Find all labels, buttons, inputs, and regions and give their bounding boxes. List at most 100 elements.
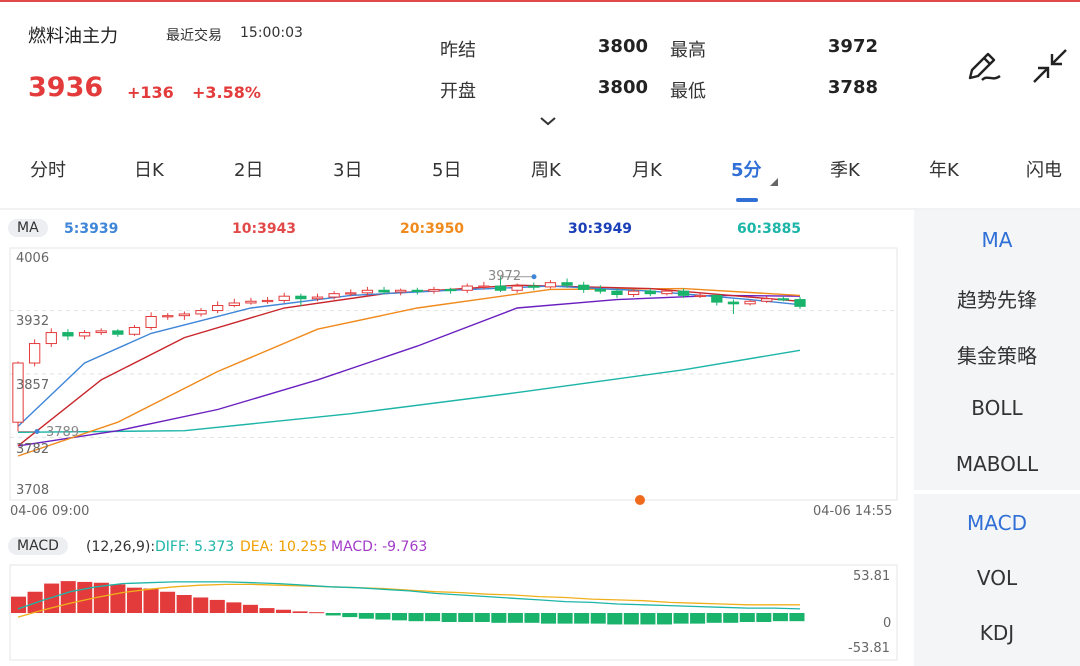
ma60-line: [17, 349, 801, 433]
ma5-line: [17, 285, 801, 427]
tab-week-k[interactable]: 周K: [531, 160, 561, 181]
candle: [661, 290, 673, 295]
macd-histogram-bar: [706, 613, 722, 623]
indicator-boll[interactable]: BOLL: [971, 396, 1023, 420]
macd-histogram-bar: [110, 584, 126, 613]
tab-month-k[interactable]: 月K: [632, 160, 662, 181]
divider: [0, 208, 1080, 210]
indicator-macd[interactable]: MACD: [967, 511, 1027, 535]
indicator-kdj[interactable]: KDJ: [979, 621, 1015, 645]
draw-pen-icon[interactable]: [964, 46, 1004, 90]
candle: [428, 288, 440, 292]
candle: [511, 285, 523, 291]
macd-histogram-bar: [425, 613, 441, 622]
y-tick-label: 4006: [16, 251, 50, 266]
macd-histogram-bar: [541, 613, 557, 624]
tab-flash[interactable]: 闪电: [1026, 160, 1062, 181]
macd-histogram-bar: [690, 613, 706, 624]
expand-chevron-icon[interactable]: [538, 112, 558, 131]
candle: [62, 332, 74, 337]
macd-histogram-bar: [11, 596, 27, 613]
tab-intraday[interactable]: 分时: [30, 160, 66, 181]
candle: [145, 315, 157, 328]
macd-histogram-bar: [292, 611, 308, 613]
price-change: +136: [127, 83, 174, 102]
macd-selector[interactable]: MACD: [8, 537, 68, 555]
high-value: 3972: [827, 36, 878, 57]
macd-histogram-bar: [590, 613, 606, 624]
candle: [711, 294, 723, 303]
macd-histogram-bar: [408, 613, 424, 622]
tab-5min[interactable]: 5分: [731, 160, 762, 181]
candle: [727, 301, 740, 305]
price-change-pct: +3.58%: [192, 83, 261, 102]
macd-histogram-bar: [656, 613, 672, 625]
macd-histogram-bar: [143, 588, 159, 613]
indicator-panel-divider: [914, 490, 1080, 494]
candle: [528, 285, 540, 288]
low-value: 3788: [827, 77, 878, 98]
candle: [578, 284, 590, 290]
candle: [644, 290, 656, 295]
collapse-icon[interactable]: [1030, 46, 1070, 90]
macd-histogram-bar: [209, 599, 225, 613]
macd-dea: DEA: 10.255: [240, 539, 328, 555]
candle: [45, 332, 57, 345]
macd-axis-bottom: -53.81: [848, 641, 890, 656]
candle: [128, 326, 141, 335]
indicator-ma[interactable]: MA: [981, 228, 1013, 252]
macd-histogram-bar: [607, 613, 623, 625]
indicator-fund-strategy[interactable]: 集金策略: [957, 344, 1037, 368]
candle: [162, 315, 174, 318]
active-tab-indicator: [736, 198, 758, 202]
candle: [78, 332, 91, 337]
period-dropdown-caret-icon[interactable]: [770, 178, 778, 186]
indicator-vol[interactable]: VOL: [976, 566, 1018, 590]
candle: [245, 300, 257, 304]
y-tick-label: 3782: [16, 442, 50, 457]
indicator-maboll[interactable]: MABOLL: [955, 452, 1039, 476]
candle: [328, 293, 340, 298]
indicator-trend-pioneer[interactable]: 趋势先锋: [957, 288, 1037, 312]
tab-day-k[interactable]: 日K: [134, 160, 164, 181]
macd-histogram-bar: [789, 613, 805, 622]
macd-histogram-bar: [60, 581, 76, 613]
ma30-value: 30:3949: [568, 221, 633, 237]
macd-histogram-bar: [309, 612, 325, 614]
candle: [461, 285, 473, 291]
macd-axis-zero: 0: [883, 616, 892, 631]
candle: [594, 288, 606, 292]
candle: [28, 343, 41, 364]
tab-5day[interactable]: 5日: [432, 160, 462, 181]
macd-histogram-bar: [375, 613, 391, 620]
tab-2day[interactable]: 2日: [234, 160, 264, 181]
candle: [561, 282, 573, 286]
macd-histogram-bar: [176, 595, 192, 613]
tab-3day[interactable]: 3日: [333, 160, 363, 181]
ma-selector[interactable]: MA: [8, 219, 48, 237]
macd-histogram-bar: [739, 613, 755, 622]
candle: [212, 305, 224, 312]
dea-line: [17, 583, 800, 618]
ma5-value: 5:3939: [64, 221, 119, 237]
recent-trade-label: 最近交易: [166, 28, 222, 44]
indicator-panel: [914, 210, 1080, 666]
macd-diff: DIFF: 5.373: [155, 539, 235, 555]
candle: [627, 290, 640, 296]
macd-histogram-bar: [259, 608, 275, 613]
candle: [311, 296, 324, 300]
macd-params: (12,26,9):: [86, 539, 156, 555]
last-price: 3936: [28, 72, 104, 103]
macd-histogram-bar: [491, 613, 507, 623]
candle: [611, 290, 623, 296]
candle: [761, 298, 773, 302]
macd-histogram-bar: [126, 587, 142, 613]
macd-frame: [9, 564, 898, 661]
macd-histogram-bar: [276, 609, 292, 613]
y-tick-label: 3932: [16, 314, 50, 329]
tab-quarter-k[interactable]: 季K: [830, 160, 860, 181]
open-label: 开盘: [440, 81, 476, 102]
candle: [411, 289, 423, 292]
tab-year-k[interactable]: 年K: [929, 160, 959, 181]
